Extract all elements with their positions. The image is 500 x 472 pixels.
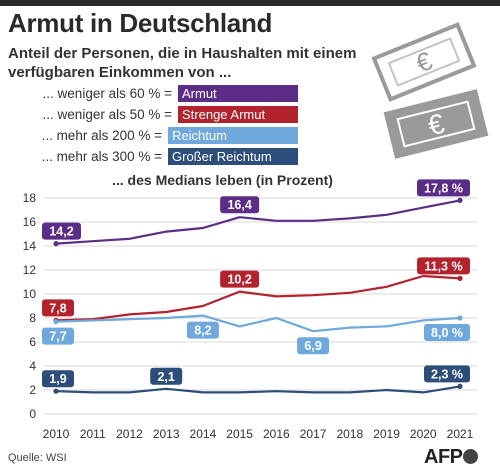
data-label-box xyxy=(424,324,470,341)
series-endpoint xyxy=(53,388,59,394)
y-tick-label: 0 xyxy=(29,407,36,421)
legend-item-strenge-armut: ... weniger als 50 % = Strenge Armut xyxy=(8,105,298,123)
x-tick-label: 2021 xyxy=(447,427,474,441)
data-labels: 14,2 16,4 17,8 % 7,8 10,2 11,3 % 7,7 8,2 6,9 8,0 … xyxy=(42,179,470,388)
y-tick-label: 10 xyxy=(23,287,37,301)
data-label-box xyxy=(297,337,330,355)
legend-item-reichtum: ... mehr als 200 % = Reichtum xyxy=(8,126,298,144)
series-lines xyxy=(53,197,463,394)
y-tick-label: 14 xyxy=(23,239,37,253)
series-endpoint xyxy=(53,241,59,247)
x-tick-label: 2014 xyxy=(190,427,217,441)
legend-label: ... mehr als 200 % = xyxy=(41,127,162,143)
x-tick-label: 2011 xyxy=(80,427,106,441)
y-tick-label: 2 xyxy=(29,383,36,397)
data-label-box xyxy=(42,299,74,317)
series-endpoint xyxy=(53,319,59,325)
afp-logo-text: AFP xyxy=(424,446,463,468)
top-rule xyxy=(0,0,500,6)
x-tick-label: 2015 xyxy=(226,427,253,441)
data-label-box xyxy=(186,321,219,339)
chart-title: Armut in Deutschland xyxy=(8,8,273,38)
x-tick-label: 2010 xyxy=(43,427,70,441)
x-tick-label: 2020 xyxy=(410,427,437,441)
afp-logo: AFP xyxy=(424,446,478,469)
x-tick-label: 2019 xyxy=(373,427,400,441)
legend-item-grosser-reichtum: ... mehr als 300 % = Großer Reichtum xyxy=(8,147,298,165)
data-label-box xyxy=(150,367,183,385)
data-label: 16,4 xyxy=(227,198,251,212)
data-label: 7,8 xyxy=(49,301,66,315)
legend-badge: Armut xyxy=(178,84,298,102)
legend-label: ... weniger als 50 % = xyxy=(42,106,172,122)
data-label: 6,9 xyxy=(304,339,321,353)
series-line xyxy=(55,385,461,394)
y-tick-label: 18 xyxy=(23,191,37,205)
data-label: 8,0 % xyxy=(431,326,463,340)
banknote-euro-icon: € xyxy=(383,89,489,159)
x-tick-label: 2017 xyxy=(300,427,327,441)
chart-subtitle: Anteil der Personen, die in Haushalten m… xyxy=(8,45,357,81)
series-line xyxy=(55,199,461,245)
series-endpoint xyxy=(457,275,463,281)
data-label-box xyxy=(42,370,74,388)
series-line xyxy=(55,314,461,333)
data-label: 7,7 xyxy=(49,330,66,344)
x-tick-label: 2012 xyxy=(116,427,143,441)
y-tick-label: 4 xyxy=(29,359,36,373)
medians-caption: ... des Medians leben (in Prozent) xyxy=(112,172,333,188)
data-label: 14,2 xyxy=(49,225,73,239)
data-label: 2,3 % xyxy=(431,367,463,381)
series-endpoint xyxy=(457,197,463,203)
data-label-box xyxy=(42,222,81,240)
legend-badge: Großer Reichtum xyxy=(168,147,298,165)
x-tick-label: 2018 xyxy=(336,427,363,441)
data-label: 1,9 xyxy=(49,372,66,386)
y-tick-label: 16 xyxy=(23,215,37,229)
series-endpoint xyxy=(457,315,463,321)
axes: 0 2 4 6 8 10 12 14 16 18 2010 2011 2012 2013 2014 2015 2… xyxy=(23,191,474,441)
data-label-box xyxy=(220,270,260,288)
y-tick-label: 6 xyxy=(29,335,36,349)
y-tick-label: 8 xyxy=(29,311,36,325)
data-label: 17,8 % xyxy=(424,181,463,195)
data-label-box xyxy=(220,196,260,214)
banknote-illustration: € € xyxy=(371,22,489,159)
data-label: 8,2 xyxy=(194,324,211,338)
gridlines xyxy=(44,197,478,415)
data-label-box xyxy=(424,365,470,383)
legend-item-armut: ... weniger als 60 % = Armut xyxy=(8,84,298,102)
legend-badge: Reichtum xyxy=(168,126,298,144)
afp-logo-dot xyxy=(462,449,478,464)
source-note: Quelle: WSI xyxy=(8,452,67,464)
legend-label: ... mehr als 300 % = xyxy=(41,148,162,164)
banknote-euro-icon: € xyxy=(371,22,477,102)
legend-label: ... weniger als 60 % = xyxy=(42,85,172,101)
data-label-box xyxy=(417,257,470,275)
data-label-box xyxy=(42,327,74,345)
data-label-box xyxy=(417,179,470,197)
x-tick-label: 2013 xyxy=(153,427,180,441)
data-label: 10,2 xyxy=(227,273,251,287)
y-tick-label: 12 xyxy=(23,263,37,277)
legend-badge: Strenge Armut xyxy=(178,105,298,123)
data-label: 11,3 % xyxy=(424,259,462,273)
series-endpoint xyxy=(457,383,463,389)
data-label: 2,1 xyxy=(157,370,174,384)
series-line xyxy=(55,274,461,322)
x-tick-label: 2016 xyxy=(263,427,290,441)
